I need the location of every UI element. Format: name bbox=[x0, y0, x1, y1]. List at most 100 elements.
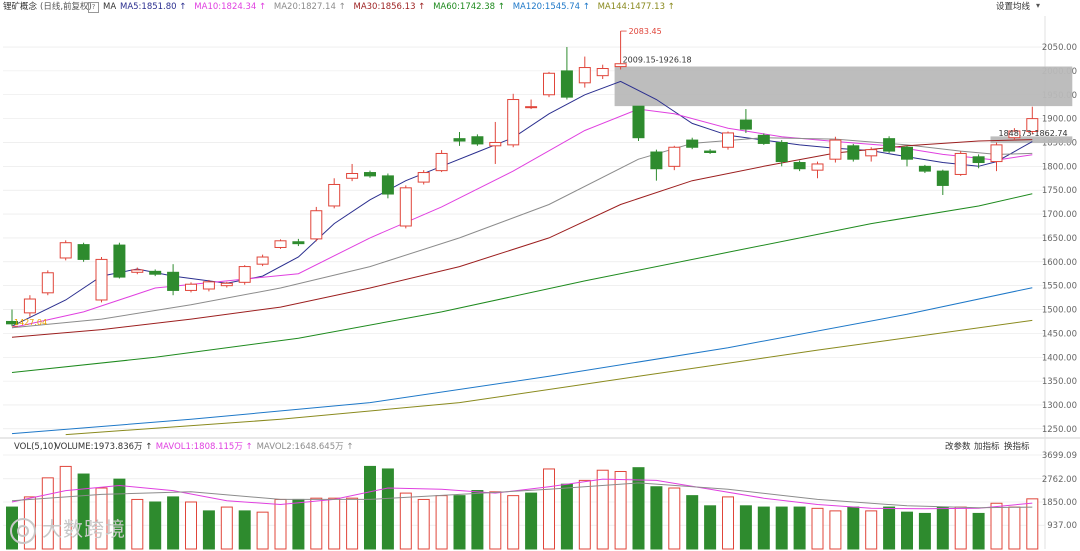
add-indicator-button[interactable]: 加指标 bbox=[974, 442, 1000, 452]
candle bbox=[775, 141, 788, 163]
volume-bar bbox=[328, 497, 341, 550]
y-tick-label: 1550.00 bbox=[1042, 282, 1077, 292]
y-tick-label: 1750.00 bbox=[1042, 186, 1077, 196]
ma-settings-button[interactable]: 设置均线 bbox=[995, 2, 1030, 12]
y-tick-label: 1400.00 bbox=[1042, 353, 1077, 363]
candle bbox=[686, 139, 699, 148]
y-tick-label: 1700.00 bbox=[1042, 210, 1077, 220]
candle bbox=[435, 152, 448, 172]
ma-line-ma20 bbox=[11, 137, 1033, 329]
ma-line-ma144 bbox=[65, 319, 1033, 436]
volume-bar bbox=[238, 510, 251, 550]
candle bbox=[525, 106, 538, 109]
volume-bar bbox=[560, 483, 573, 550]
volume-bar bbox=[614, 470, 627, 550]
candle bbox=[328, 183, 341, 207]
candle bbox=[399, 187, 412, 227]
candle bbox=[954, 152, 967, 175]
candle bbox=[1026, 118, 1039, 133]
candle bbox=[292, 241, 305, 245]
volume-bar bbox=[1026, 498, 1039, 550]
volume-bar bbox=[596, 469, 609, 550]
volume-bar bbox=[399, 492, 412, 550]
ma-label: MA bbox=[103, 2, 117, 12]
volume-bar bbox=[722, 496, 734, 550]
y-tick-label: 1650.00 bbox=[1042, 234, 1077, 244]
candle bbox=[739, 119, 752, 130]
volume-bar bbox=[972, 512, 985, 550]
volume-bar bbox=[578, 479, 591, 550]
candle bbox=[936, 170, 949, 186]
candle bbox=[668, 146, 681, 167]
volume-bar bbox=[990, 502, 1003, 550]
vol-tick-label: 937.00 bbox=[1047, 521, 1077, 531]
candle bbox=[6, 320, 18, 325]
volume-bar bbox=[739, 505, 752, 550]
volume-bar bbox=[918, 512, 931, 550]
volume-bar bbox=[256, 511, 269, 550]
volume-header: VOL(5,10) VOLUME:1973.836万 ↑ MAVOL1:1808.… bbox=[0, 440, 1080, 454]
vol-tick-label: 3699.09 bbox=[1042, 451, 1077, 461]
y-tick-label: 1300.00 bbox=[1042, 401, 1077, 411]
volume-bar bbox=[453, 495, 466, 550]
candle bbox=[847, 145, 860, 160]
candle bbox=[632, 105, 645, 139]
volume-bar bbox=[95, 487, 108, 550]
switch-indicator-button[interactable]: 换指标 bbox=[1004, 442, 1030, 452]
volume-bar bbox=[650, 486, 663, 550]
candle bbox=[990, 144, 1003, 163]
volume-bar bbox=[149, 501, 162, 550]
candle bbox=[811, 163, 824, 171]
volume-bar bbox=[632, 467, 645, 550]
ma-line-ma60 bbox=[11, 193, 1033, 373]
watermark-logo-icon bbox=[10, 517, 36, 544]
candle bbox=[23, 298, 36, 314]
candle bbox=[167, 271, 180, 291]
candle bbox=[256, 256, 269, 265]
vol-legend-item: VOLUME:1973.836万 ↑ bbox=[55, 442, 153, 452]
candle bbox=[238, 266, 251, 283]
help-icon[interactable]: ? bbox=[88, 2, 99, 13]
volume-bar bbox=[167, 496, 180, 550]
volume-bar bbox=[668, 487, 681, 550]
candle bbox=[614, 63, 627, 68]
candle bbox=[149, 270, 162, 275]
candle bbox=[865, 149, 878, 157]
chevron-down-icon[interactable]: ▾ bbox=[1035, 1, 1040, 10]
candle bbox=[918, 165, 931, 172]
candle bbox=[757, 134, 770, 144]
volume-bar bbox=[131, 498, 144, 550]
mavol2-line bbox=[11, 482, 1033, 509]
candle bbox=[453, 138, 466, 142]
ma-line-ma30 bbox=[11, 139, 1033, 338]
candle bbox=[41, 272, 54, 294]
vol-legend-item: MAVOL2:1648.645万 ↑ bbox=[256, 442, 354, 452]
volume-bar bbox=[59, 465, 72, 550]
volume-bar bbox=[847, 506, 860, 550]
volume-bar bbox=[185, 501, 197, 550]
volume-bar bbox=[220, 506, 233, 550]
y-tick-label: 1450.00 bbox=[1042, 329, 1077, 339]
candle bbox=[202, 281, 215, 290]
vol-tick-label: 1850.00 bbox=[1042, 498, 1077, 508]
volume-bar bbox=[954, 506, 967, 550]
vol-tick-label: 2762.00 bbox=[1042, 475, 1077, 485]
volume-bar bbox=[435, 495, 448, 550]
volume-bar bbox=[543, 468, 555, 550]
volume-bar bbox=[883, 506, 896, 550]
candle bbox=[650, 151, 663, 170]
ma-legend-item: MA144:1477.13 ↑ bbox=[597, 2, 675, 12]
ma-line-ma5 bbox=[11, 80, 1033, 327]
volume-bar bbox=[704, 505, 717, 550]
volume-bar bbox=[525, 492, 538, 550]
y-tick-label: 1500.00 bbox=[1042, 306, 1077, 316]
volume-bar bbox=[41, 477, 54, 550]
candle bbox=[471, 136, 484, 145]
volume-bar bbox=[77, 473, 90, 550]
candle bbox=[185, 283, 197, 291]
volume-bar bbox=[471, 490, 484, 550]
edit-params-button[interactable]: 改参数 bbox=[945, 442, 971, 452]
volume-bar bbox=[793, 506, 806, 550]
volume-bar bbox=[865, 510, 878, 550]
